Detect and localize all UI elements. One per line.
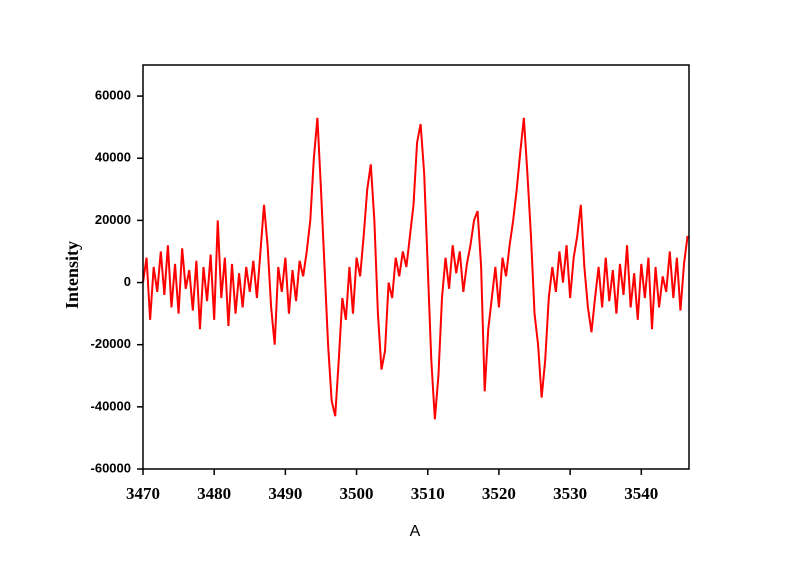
data-line <box>142 117 689 420</box>
y-tick-label: 0 <box>124 274 131 289</box>
y-tick-label: -20000 <box>91 336 131 351</box>
x-tick-label: 3500 <box>340 484 374 503</box>
y-tick-label: -60000 <box>91 460 131 475</box>
x-tick-label: 3470 <box>126 484 160 503</box>
y-tick-label: 40000 <box>95 150 131 165</box>
x-tick-label: 3540 <box>624 484 658 503</box>
y-tick-label: 20000 <box>95 212 131 227</box>
x-axis-label: A <box>410 523 421 540</box>
x-tick-label: 3530 <box>553 484 587 503</box>
x-tick-label: 3510 <box>411 484 445 503</box>
plot-frame <box>142 64 690 470</box>
x-tick-label: 3480 <box>197 484 231 503</box>
y-tick-label: -40000 <box>91 398 131 413</box>
x-tick-label: 3520 <box>482 484 516 503</box>
y-axis-label: Intensity <box>62 241 82 309</box>
y-tick-label: 60000 <box>95 88 131 103</box>
x-tick-label: 3490 <box>268 484 302 503</box>
